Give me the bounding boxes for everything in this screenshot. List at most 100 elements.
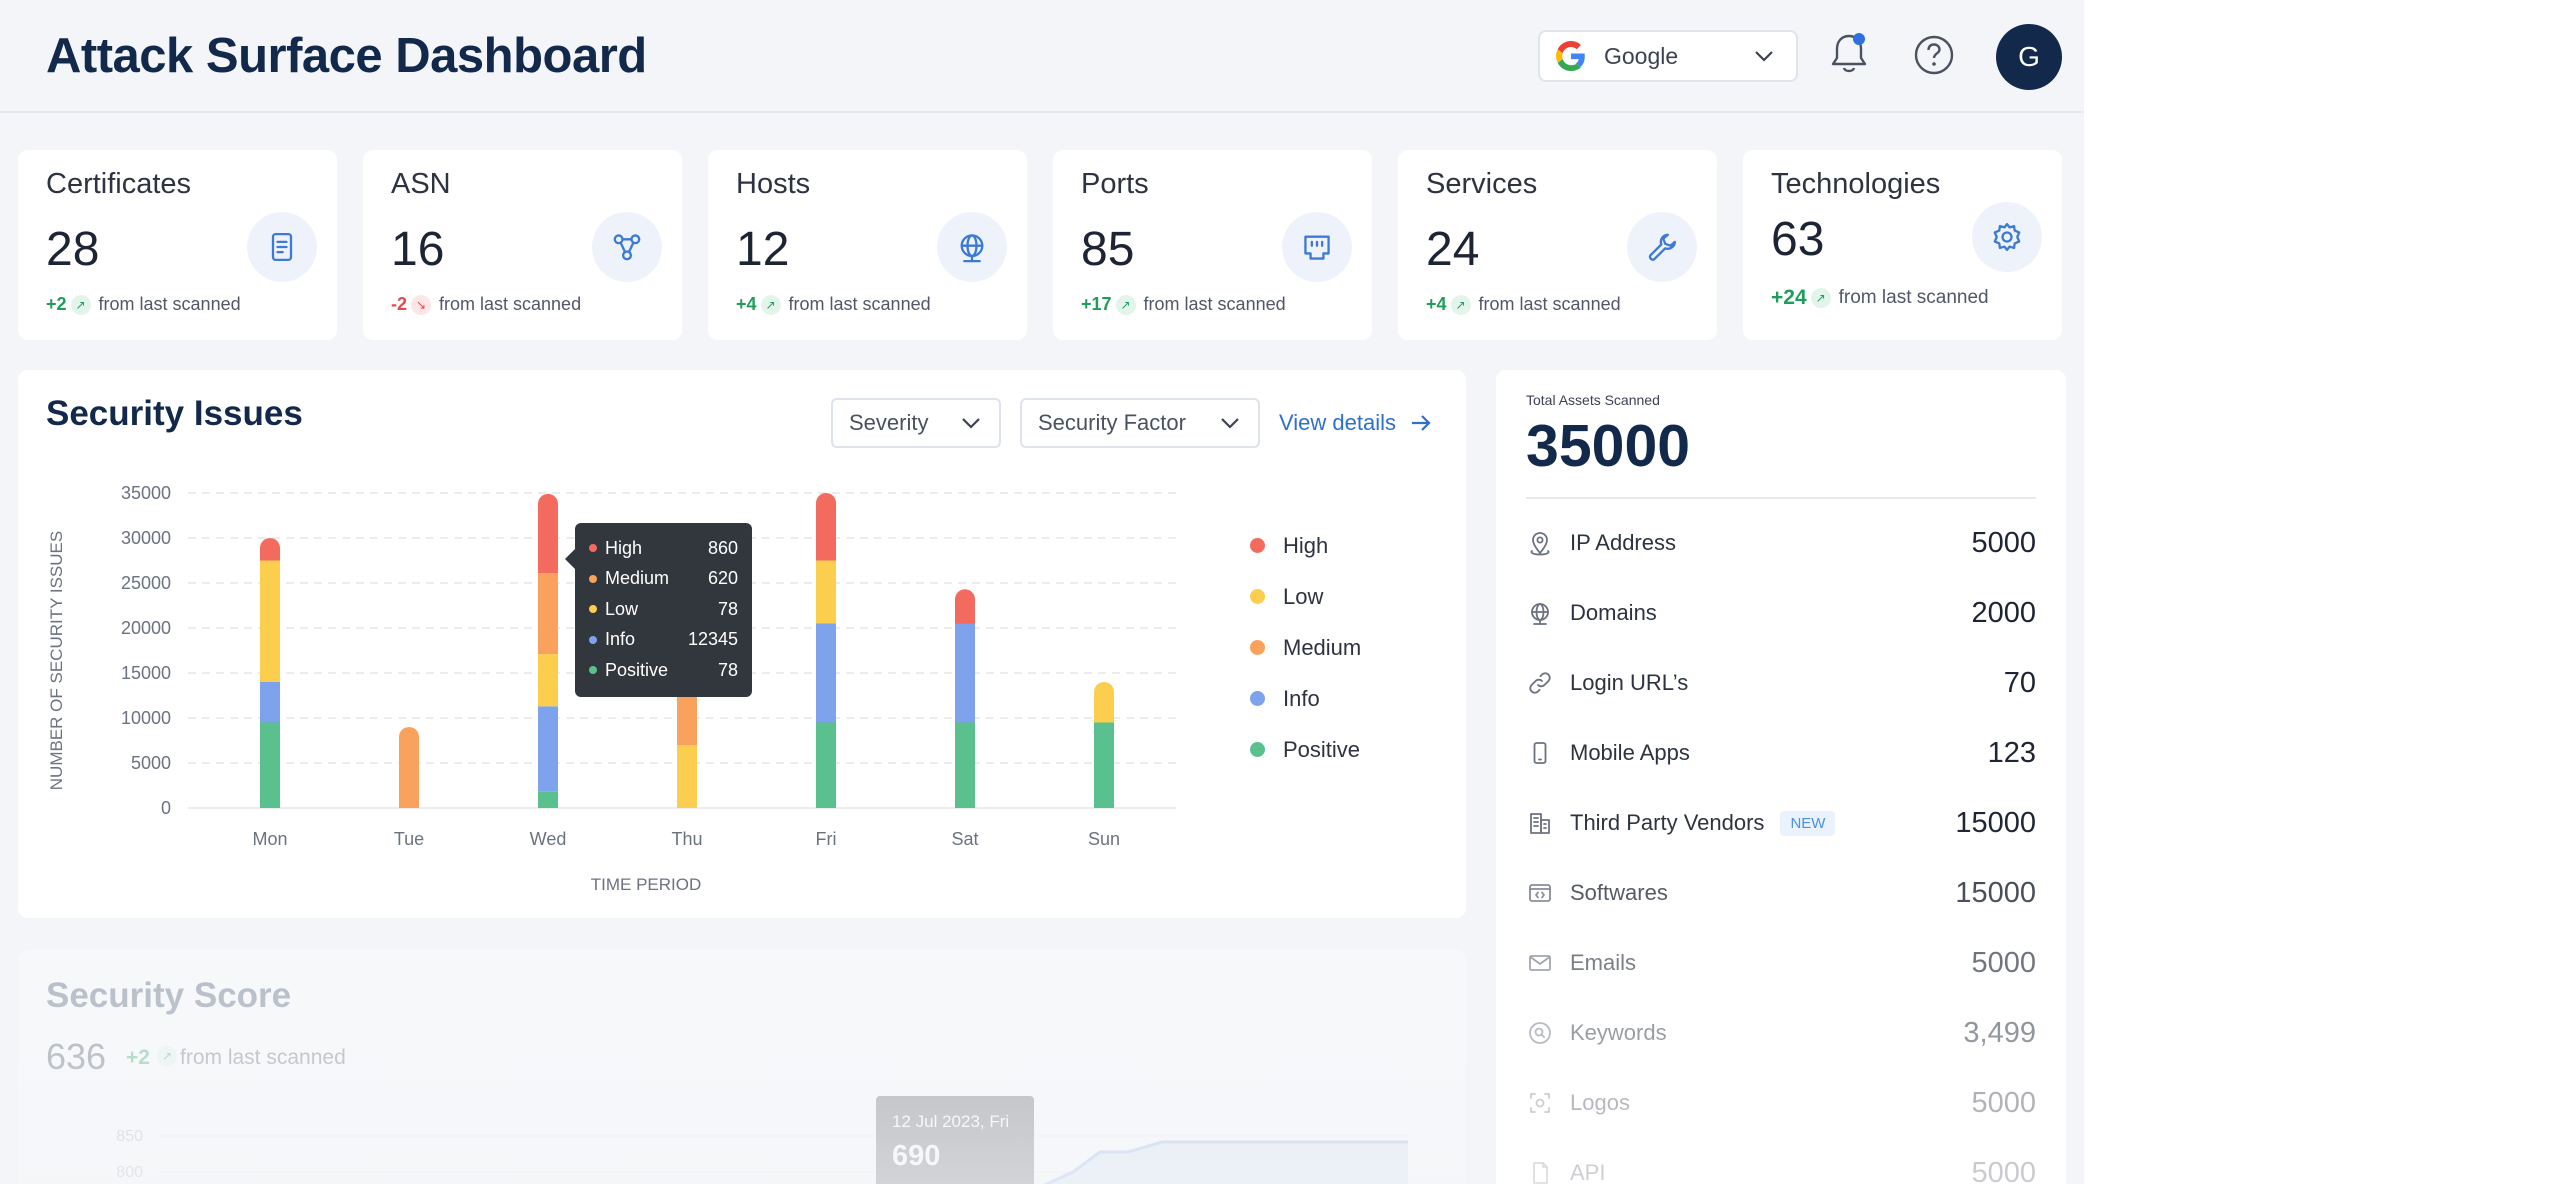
asset-row-ip-address[interactable]: IP Address 5000: [1526, 518, 2036, 568]
legend-item-high[interactable]: High: [1250, 520, 1361, 571]
header-bar: Attack Surface Dashboard Google G: [0, 0, 2084, 113]
y-tick-label: 10000: [121, 708, 171, 728]
stat-card-delta: +4: [1426, 294, 1447, 314]
bell-icon[interactable]: [1828, 30, 1870, 76]
stat-card-footer-text: from last scanned: [788, 294, 931, 314]
asset-row-login-url-s[interactable]: Login URL’s 70: [1526, 658, 2036, 708]
score-ytick: 850: [116, 1128, 143, 1145]
asset-value: 123: [1987, 736, 2036, 769]
legend-label: Info: [1283, 685, 1320, 711]
stat-card-delta: +2: [46, 294, 67, 314]
asset-value: 15000: [1955, 806, 2036, 839]
asset-label: Emails: [1570, 950, 1637, 975]
search-circle-icon: [1526, 1019, 1554, 1047]
network-icon: [592, 212, 662, 282]
legend-swatch: [1250, 589, 1265, 604]
legend-label: Low: [1283, 583, 1324, 609]
bar-segment-info: [816, 623, 836, 723]
asset-value: 5000: [1971, 526, 2036, 559]
x-tick-label: Wed: [530, 829, 567, 849]
stat-card-value: 16: [391, 223, 445, 276]
asset-row-keywords[interactable]: Keywords 3,499: [1526, 1008, 2036, 1058]
stat-card-services[interactable]: Services 24 +4 ↗ from last scanned: [1398, 150, 1717, 340]
mail-icon: [1526, 949, 1554, 977]
stat-card-certificates[interactable]: Certificates 28 +2 ↗ from last scanned: [18, 150, 337, 340]
legend-swatch: [1250, 640, 1265, 655]
organization-select[interactable]: Google: [1538, 30, 1798, 82]
arrow-right-icon: [1412, 415, 1431, 431]
stat-card-delta: +24: [1771, 286, 1807, 309]
asset-row-domains[interactable]: Domains 2000: [1526, 588, 2036, 638]
asset-label: Third Party Vendors: [1570, 810, 1765, 835]
trend-down-icon: ↘: [411, 294, 432, 315]
y-tick-label: 20000: [121, 618, 171, 638]
location-pin-icon: [1526, 529, 1554, 557]
asset-label: IP Address: [1570, 530, 1676, 555]
tooltip-value: 620: [707, 568, 738, 589]
severity-dropdown[interactable]: Severity: [831, 398, 1001, 448]
globe-icon: [1526, 599, 1554, 627]
asset-row-logos[interactable]: Logos 5000: [1526, 1078, 2036, 1128]
bar-segment-low: [260, 560, 280, 682]
security-factor-dropdown[interactable]: Security Factor: [1020, 398, 1260, 448]
asset-row-third-party-vendors[interactable]: Third Party Vendors NEW 15000: [1526, 798, 2036, 848]
asset-row-api[interactable]: API 5000: [1526, 1148, 2036, 1184]
stat-card-hosts[interactable]: Hosts 12 +4 ↗ from last scanned: [708, 150, 1027, 340]
asset-label: Logos: [1570, 1090, 1630, 1115]
asset-row-softwares[interactable]: Softwares 15000: [1526, 868, 2036, 918]
tooltip-label: Medium: [605, 568, 670, 589]
stat-card-asn[interactable]: ASN 16 -2 ↘ from last scanned: [363, 150, 682, 340]
asset-label: API: [1570, 1160, 1606, 1184]
tooltip-value: 78: [717, 598, 738, 619]
tooltip-row-high: High 860: [589, 533, 738, 564]
tooltip-label: Info: [605, 629, 636, 650]
y-tick-label: 35000: [121, 483, 171, 503]
bar-segment-high: [260, 538, 280, 561]
tooltip-row-info: Info 12345: [589, 625, 738, 656]
stat-card-technologies[interactable]: Technologies 63 +24 ↗ from last scanned: [1743, 150, 2062, 340]
bar-segment-positive: [955, 722, 975, 808]
bar-segment-low: [677, 745, 697, 808]
stat-card-footer-text: from last scanned: [1143, 294, 1286, 314]
trend-up-icon: ↗: [1810, 288, 1831, 308]
bar-segment-info: [955, 623, 975, 723]
stat-card-title: Hosts: [736, 168, 811, 200]
legend-label: Medium: [1283, 634, 1362, 660]
stat-card-value: 12: [736, 223, 790, 276]
view-details-link[interactable]: View details: [1279, 410, 1432, 436]
tooltip-row-medium: Medium 620: [589, 564, 738, 595]
trend-up-icon: ↗: [760, 294, 781, 315]
chevron-down-icon: [1221, 418, 1239, 429]
legend-item-positive[interactable]: Positive: [1250, 724, 1361, 775]
page-title: Attack Surface Dashboard: [46, 29, 647, 83]
x-tick-label: Sat: [951, 829, 978, 849]
stat-card-footer: +4 ↗ from last scanned: [1426, 294, 1621, 315]
chart-legend: High Low Medium Info Positive: [1250, 520, 1361, 775]
asset-row-emails[interactable]: Emails 5000: [1526, 938, 2036, 988]
globe-icon: [937, 212, 1007, 282]
x-tick-label: Tue: [394, 829, 424, 849]
bar-segment-info: [538, 706, 558, 792]
stat-card-footer-text: from last scanned: [98, 294, 241, 314]
legend-item-info[interactable]: Info: [1250, 673, 1361, 724]
bar-segment-high: [538, 493, 558, 574]
asset-label: Mobile Apps: [1570, 740, 1690, 765]
y-axis-label: NUMBER OF SECURITY ISSUES: [47, 531, 66, 790]
asset-row-mobile-apps[interactable]: Mobile Apps 123: [1526, 728, 2036, 778]
x-axis-label: TIME PERIOD: [591, 875, 702, 894]
code-window-icon: [1526, 879, 1554, 907]
legend-swatch: [1250, 538, 1265, 553]
stat-card-footer: +24 ↗ from last scanned: [1771, 286, 1989, 310]
asset-value: 15000: [1955, 876, 2036, 909]
asset-label: Login URL’s: [1570, 670, 1689, 695]
legend-item-medium[interactable]: Medium: [1250, 622, 1361, 673]
stat-card-ports[interactable]: Ports 85 +17 ↗ from last scanned: [1053, 150, 1372, 340]
stat-card-footer: +2 ↗ from last scanned: [46, 294, 241, 315]
legend-item-low[interactable]: Low: [1250, 571, 1361, 622]
chart-tooltip: High 860 Medium 620 Low 78 Info 12345 Po…: [565, 523, 752, 697]
mobile-icon: [1526, 739, 1554, 767]
building-icon: [1526, 809, 1554, 837]
user-avatar[interactable]: G: [1996, 24, 2062, 90]
security-score-delta: +2: [126, 1046, 150, 1069]
help-question-icon[interactable]: [1913, 34, 1955, 76]
